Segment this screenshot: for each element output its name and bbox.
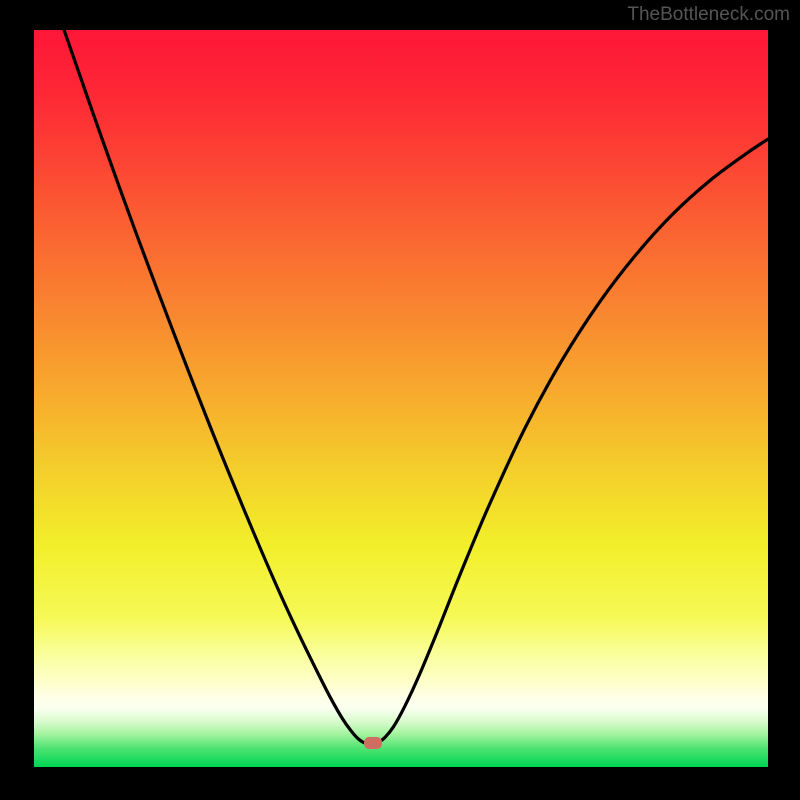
- bottleneck-curve: [34, 30, 768, 767]
- curve-path: [64, 30, 768, 744]
- optimal-point-marker: [364, 737, 382, 749]
- watermark-text: TheBottleneck.com: [627, 4, 790, 26]
- plot-area: [34, 30, 768, 767]
